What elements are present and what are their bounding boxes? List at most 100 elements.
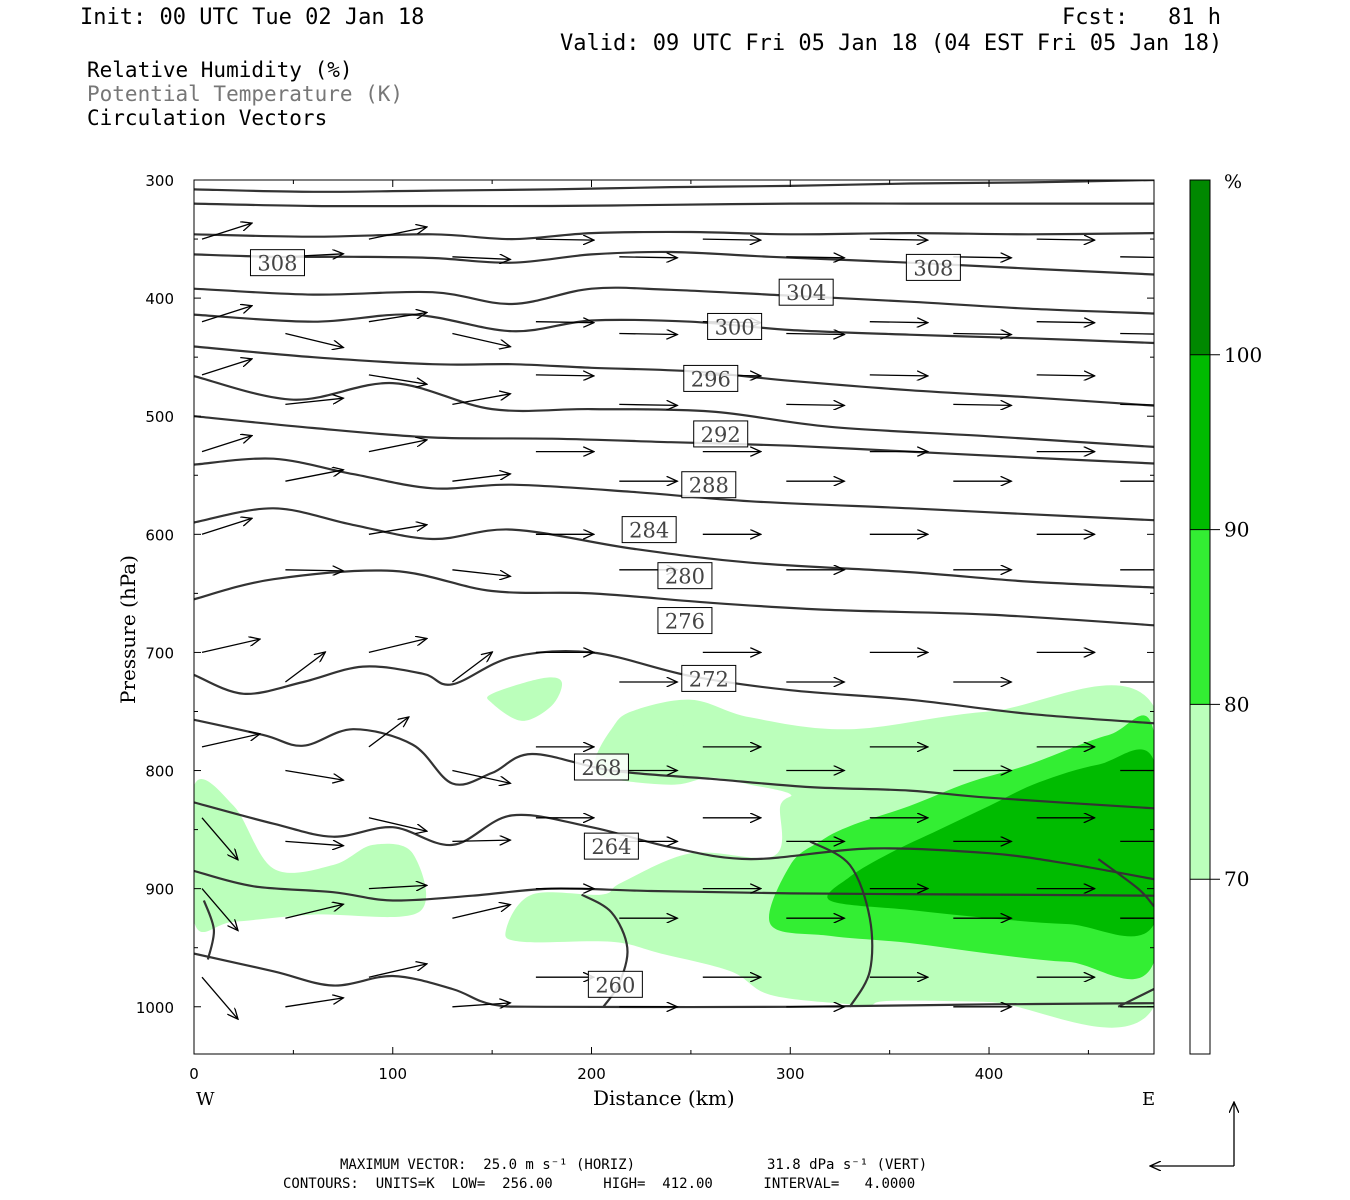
circulation-vector <box>1120 332 1154 335</box>
theta-label-box <box>905 253 961 281</box>
theta-contour-260-segment-1 <box>809 840 874 1008</box>
circulation-vector <box>368 525 427 535</box>
circulation-vector <box>786 334 844 335</box>
valid-time: Valid: 09 UTC Fri 05 Jan 18 (04 EST Fri … <box>560 31 1223 56</box>
theta-contour-2 <box>194 230 1154 241</box>
theta-contour-12 <box>194 649 1154 725</box>
circulation-vector <box>452 769 510 784</box>
circulation-vector <box>201 436 252 453</box>
circulation-vector <box>368 717 409 748</box>
theta-label-260-13: 260 <box>587 970 643 998</box>
circulation-vector <box>1036 322 1095 323</box>
theta-label-box <box>693 420 749 448</box>
theta-contour-260-segment-2 <box>1117 988 1154 1008</box>
theta-label-box <box>681 664 737 692</box>
circulation-vector <box>452 569 510 577</box>
theta-contour-10 <box>194 507 1154 589</box>
theta-label-292-5: 292 <box>693 420 749 448</box>
humidity-fill-layer <box>194 677 1154 1028</box>
circulation-vector <box>786 257 844 258</box>
circulation-vector <box>285 769 343 781</box>
legend-potential-temperature: Potential Temperature (K) <box>87 82 404 106</box>
circulation-vector <box>201 518 252 535</box>
colorbar: 70 80 90 100% <box>1189 171 1262 1055</box>
rh-region-90-100-5 <box>827 749 1154 937</box>
circulation-vector-layer <box>201 223 1154 1019</box>
theta-label-text: 308 <box>257 252 297 276</box>
rh-region-70-80-1 <box>487 677 563 721</box>
colorbar-level-label: 100 <box>1224 343 1262 367</box>
theta-label-264-12: 264 <box>583 832 639 860</box>
theta-label-box <box>657 607 713 635</box>
x-tick-label: 300 <box>776 1065 805 1083</box>
theta-label-304-2: 304 <box>778 278 834 306</box>
colorbar-frame <box>1189 179 1211 1055</box>
circulation-vector <box>452 840 510 841</box>
theta-label-text: 276 <box>665 610 705 634</box>
y-axis-label: Pressure (hPa) <box>116 555 140 704</box>
theta-label-288-6: 288 <box>681 471 737 499</box>
circulation-vector <box>201 306 252 323</box>
theta-label-284-7: 284 <box>621 516 677 544</box>
circulation-vector <box>452 257 510 260</box>
theta-label-layer: 308 308 304 300 296 292 288 284 280 276 272 268 264 2… <box>249 249 961 998</box>
theta-label-box <box>778 278 834 306</box>
circulation-vector <box>619 257 677 258</box>
circulation-vector <box>285 332 343 348</box>
circulation-vector <box>368 817 427 831</box>
theta-label-box <box>249 249 305 277</box>
circulation-vector <box>368 227 427 240</box>
theta-label-276-9: 276 <box>657 607 713 635</box>
contour-info: CONTOURS: UNITS=K LOW= 256.00 HIGH= 412.… <box>283 1176 916 1192</box>
x-tick-label: 100 <box>378 1065 407 1083</box>
theta-label-text: 292 <box>701 423 741 447</box>
rh-region-70-80-3 <box>642 723 688 739</box>
theta-label-text: 308 <box>913 256 953 280</box>
theta-label-box <box>583 832 639 860</box>
circulation-vector <box>285 904 343 919</box>
theta-label-272-10: 272 <box>681 664 737 692</box>
y-tick-label: 900 <box>145 881 174 899</box>
theta-label-280-8: 280 <box>657 562 713 590</box>
init-time: Init: 00 UTC Tue 02 Jan 18 <box>80 5 425 30</box>
x-axis-label: Distance (km) <box>593 1086 735 1110</box>
theta-label-308-1: 308 <box>905 253 961 281</box>
theta-label-300-3: 300 <box>707 312 763 340</box>
circulation-vector <box>786 404 844 405</box>
plot-frame <box>193 179 1155 1055</box>
theta-label-text: 272 <box>689 667 729 691</box>
circulation-vector <box>285 652 325 683</box>
circulation-vector <box>201 888 238 931</box>
theta-contour-13 <box>194 718 1154 810</box>
circulation-vector <box>285 841 343 845</box>
theta-label-box <box>573 753 629 781</box>
colorbar-level-label: 90 <box>1224 518 1249 542</box>
theta-contour-260-segment-3 <box>1097 858 1154 908</box>
theta-contour-4 <box>194 286 1154 315</box>
theta-label-box <box>621 516 677 544</box>
circulation-vector <box>619 334 677 335</box>
circulation-vector <box>368 440 427 453</box>
circulation-vector <box>953 334 1011 335</box>
circulation-vector <box>953 404 1011 405</box>
x-tick-label: 200 <box>577 1065 606 1083</box>
legend-relative-humidity: Relative Humidity (%) <box>87 58 353 82</box>
circulation-vector <box>285 998 343 1008</box>
colorbar-segment-1 <box>1190 704 1210 880</box>
circulation-vector <box>285 398 343 406</box>
theta-label-box <box>587 970 643 998</box>
colorbar-segment-0 <box>1190 879 1210 1054</box>
circulation-vector <box>452 1003 510 1007</box>
colorbar-segment-2 <box>1190 529 1210 705</box>
circulation-vector <box>1036 239 1095 240</box>
theta-contour-6 <box>194 345 1154 407</box>
theta-label-text: 304 <box>786 281 826 305</box>
circulation-vector <box>1120 256 1154 259</box>
circulation-vector <box>953 257 1011 258</box>
circulation-vector <box>201 817 238 860</box>
circulation-vector <box>452 652 492 683</box>
circulation-vector <box>368 885 427 888</box>
theta-contour-layer <box>194 180 1154 1009</box>
theta-label-box <box>707 312 763 340</box>
circulation-vector <box>452 332 510 347</box>
